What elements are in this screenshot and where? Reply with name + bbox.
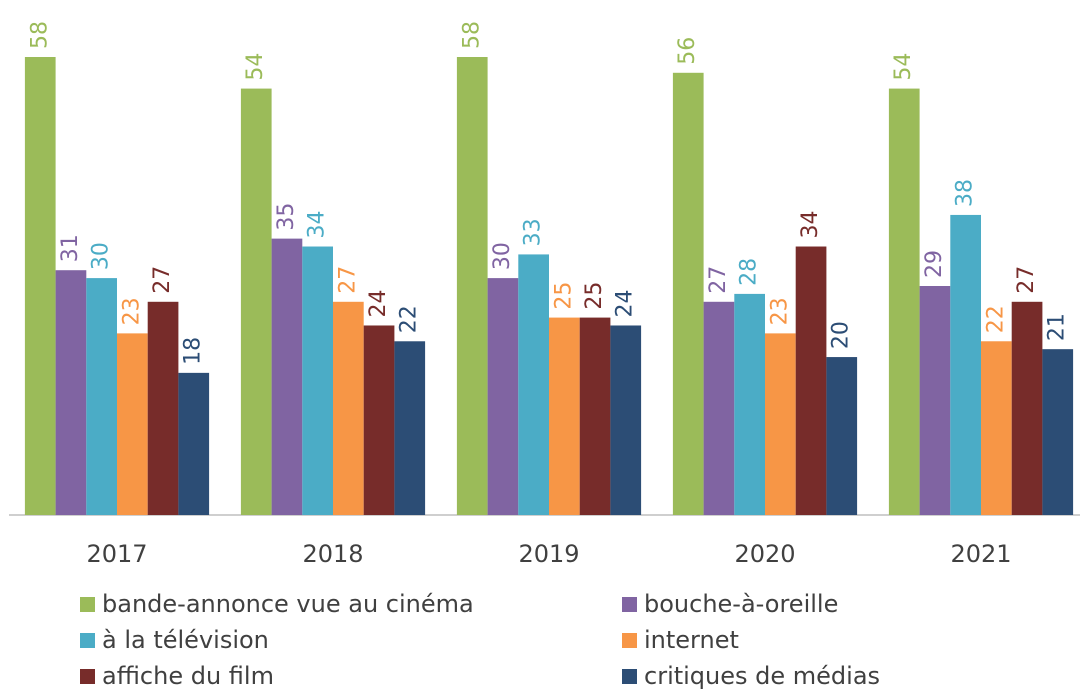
value-label: 31: [58, 234, 83, 262]
bar: [302, 246, 333, 515]
value-label: 34: [798, 211, 823, 239]
value-label: 30: [490, 242, 515, 270]
legend-swatch: [80, 597, 95, 612]
legend-swatch: [622, 597, 637, 612]
bar: [117, 333, 148, 515]
legend-swatch: [622, 669, 637, 684]
bar: [518, 254, 549, 515]
value-label: 33: [521, 218, 546, 246]
bar: [24, 57, 56, 515]
legend-label: critiques de médias: [644, 662, 880, 690]
value-label: 58: [27, 21, 52, 49]
legend-swatch: [80, 669, 95, 684]
legend-label: à la télévision: [102, 626, 269, 654]
value-label: 22: [983, 305, 1008, 333]
bar: [672, 72, 704, 516]
bar: [456, 57, 488, 515]
bar: [610, 325, 642, 515]
bar: [1042, 349, 1074, 515]
value-label: 23: [119, 297, 144, 325]
value-label: 25: [582, 282, 607, 310]
bar: [86, 278, 117, 515]
legend-label: bouche-à-oreille: [644, 590, 838, 618]
value-label: 35: [274, 203, 299, 231]
legend-label: bande-annonce vue au cinéma: [102, 590, 474, 618]
bar: [919, 286, 951, 515]
legend-label: affiche du film: [102, 662, 274, 690]
x-tick-label: 2017: [86, 540, 147, 568]
value-label: 30: [89, 242, 114, 270]
value-label: 22: [397, 305, 422, 333]
bar: [549, 317, 580, 515]
value-label: 29: [922, 250, 947, 278]
bar: [826, 357, 858, 515]
bar: [703, 301, 735, 515]
value-label: 28: [737, 258, 762, 286]
bar: [1011, 301, 1043, 515]
bar: [55, 270, 87, 515]
x-tick-label: 2020: [734, 540, 795, 568]
x-tick-label: 2019: [518, 540, 579, 568]
value-label: 23: [767, 297, 792, 325]
value-label: 27: [150, 266, 175, 294]
value-label: 25: [551, 282, 576, 310]
value-label: 27: [1014, 266, 1039, 294]
value-label: 54: [891, 53, 916, 81]
bar: [579, 317, 611, 515]
bar: [487, 278, 519, 515]
value-label: 20: [829, 321, 854, 349]
bar: [147, 301, 179, 515]
value-label: 34: [305, 211, 330, 239]
value-label: 27: [335, 266, 360, 294]
value-label: 24: [366, 289, 391, 317]
bar: [240, 88, 272, 515]
legend-label: internet: [644, 626, 739, 654]
value-label: 18: [181, 337, 206, 365]
bar: [888, 88, 920, 515]
bar: [394, 341, 426, 515]
bar: [981, 341, 1012, 515]
value-label: 54: [243, 53, 268, 81]
bar: [795, 246, 827, 515]
bar: [765, 333, 796, 515]
value-label: 21: [1045, 313, 1070, 341]
value-label: 58: [459, 21, 484, 49]
bar: [734, 293, 765, 515]
x-tick-label: 2021: [950, 540, 1011, 568]
value-label: 24: [613, 289, 638, 317]
value-label: 38: [953, 179, 978, 207]
value-label: 27: [706, 266, 731, 294]
bar: [271, 238, 303, 515]
bar: [363, 325, 395, 515]
bar: [178, 372, 210, 515]
bar: [333, 301, 364, 515]
value-label: 56: [675, 37, 700, 65]
bar: [950, 214, 981, 515]
legend-swatch: [80, 633, 95, 648]
legend-swatch: [622, 633, 637, 648]
x-tick-label: 2018: [302, 540, 363, 568]
